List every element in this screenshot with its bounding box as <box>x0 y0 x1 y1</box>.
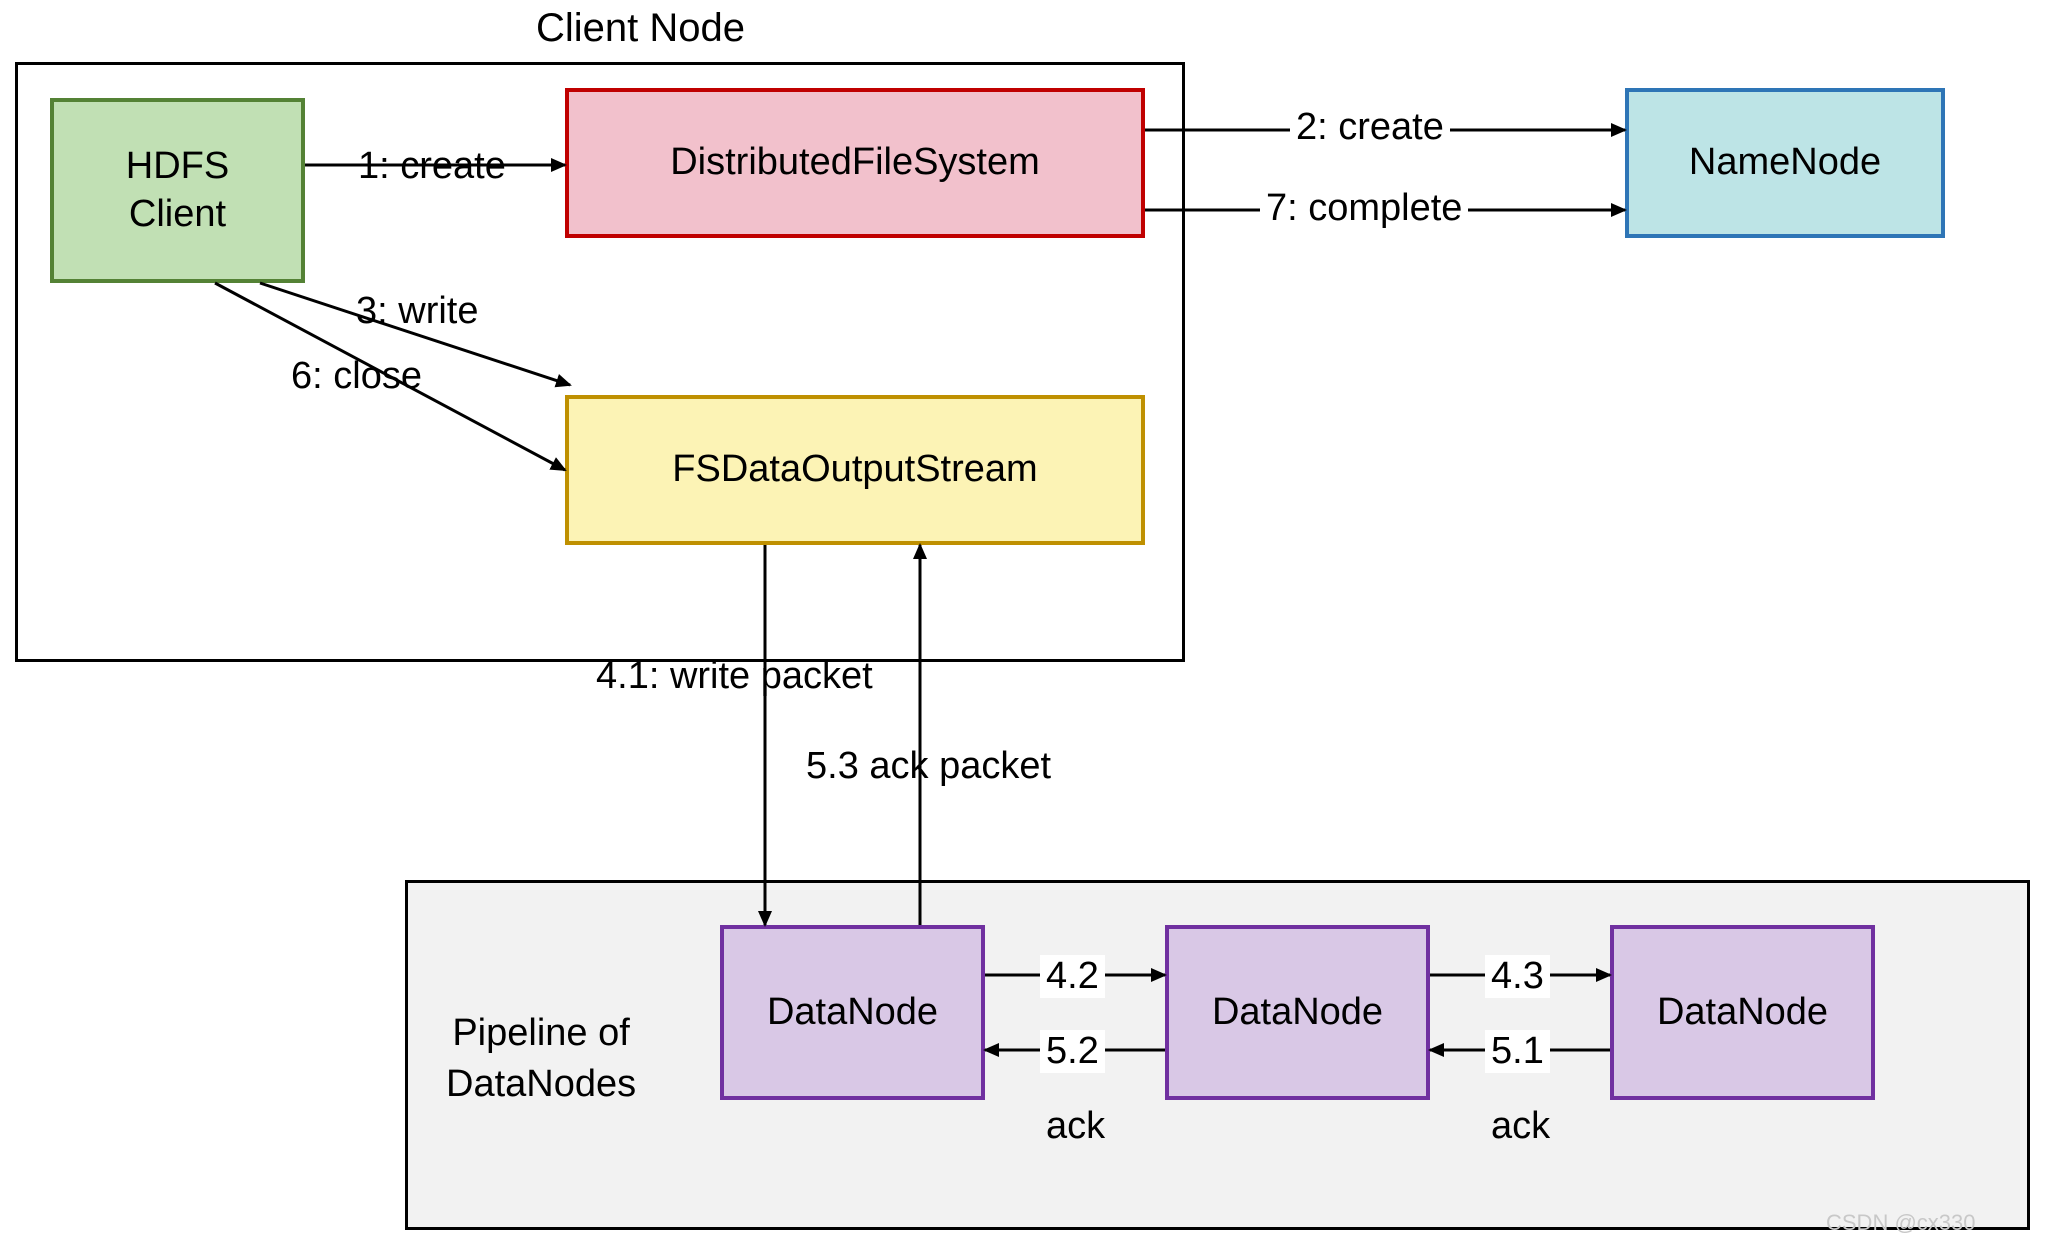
edge-label-6-close: 6: close <box>285 355 428 398</box>
node-distributed-file-system: DistributedFileSystem <box>565 88 1145 238</box>
edge-label-51: 5.1 <box>1485 1030 1550 1073</box>
edge-label-42: 4.2 <box>1040 955 1105 998</box>
edge-label-43: 4.3 <box>1485 955 1550 998</box>
pipeline-title: Pipeline of DataNodes <box>440 1008 642 1111</box>
node-datanode-2: DataNode <box>1165 925 1430 1100</box>
edge-label-53-ack-packet: 5.3 ack packet <box>800 745 1057 788</box>
node-fsdata-output-stream: FSDataOutputStream <box>565 395 1145 545</box>
hdfs-write-diagram: Client Node Pipeline of DataNodes HDFS C… <box>0 0 2047 1238</box>
edge-label-1-create: 1: create <box>352 145 512 188</box>
edge-label-41-write-packet: 4.1: write packet <box>590 655 879 698</box>
edge-label-3-write: 3: write <box>350 290 484 333</box>
edge-label-52: 5.2 <box>1040 1030 1105 1073</box>
edge-label-51-ack: ack <box>1485 1105 1556 1148</box>
node-hdfs-client: HDFS Client <box>50 98 305 283</box>
edge-label-52-ack: ack <box>1040 1105 1111 1148</box>
edge-label-7-complete: 7: complete <box>1260 187 1468 230</box>
client-node-title: Client Node <box>530 6 751 51</box>
watermark: CSDN @cx330 <box>1820 1210 1982 1236</box>
node-namenode: NameNode <box>1625 88 1945 238</box>
edge-label-2-create: 2: create <box>1290 106 1450 149</box>
node-datanode-1: DataNode <box>720 925 985 1100</box>
node-datanode-3: DataNode <box>1610 925 1875 1100</box>
